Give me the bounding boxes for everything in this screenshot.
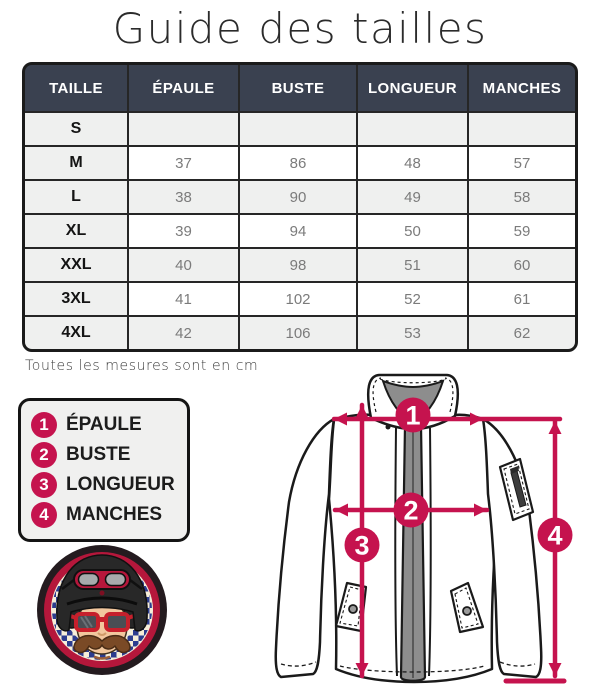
legend-label: MANCHES (66, 504, 163, 525)
measure-cell: 50 (358, 215, 467, 247)
measure-cell: 62 (469, 317, 575, 349)
size-cell: XXL (25, 249, 127, 281)
jacket-diagram: 1 2 3 4 (274, 373, 573, 684)
column-header-longueur: LONGUEUR (358, 65, 467, 111)
column-header-epaule: ÉPAULE (129, 65, 238, 111)
pocket-flaps (334, 581, 485, 634)
mascot-face (62, 597, 142, 660)
size-table: TAILLE ÉPAULE BUSTE LONGUEUR MANCHES S M… (22, 62, 578, 352)
measure-cell: 58 (469, 181, 575, 213)
legend-item-manches: 4 MANCHES (31, 500, 177, 530)
svg-text:1: 1 (405, 401, 420, 431)
svg-text:2: 2 (403, 496, 418, 526)
measure-cell: 94 (240, 215, 356, 247)
size-cell: S (25, 113, 127, 145)
legend-item-longueur: 3 LONGUEUR (31, 470, 177, 500)
measurement-legend: 1 ÉPAULE 2 BUSTE 3 LONGUEUR 4 MANCHES (18, 398, 190, 542)
stitching (280, 661, 536, 673)
measure-cell (469, 113, 575, 145)
size-cell: 4XL (25, 317, 127, 349)
measure-cell: 51 (358, 249, 467, 281)
measure-markers: 1 2 3 4 (344, 397, 573, 563)
measure-cell: 60 (469, 249, 575, 281)
measure-cell: 102 (240, 283, 356, 315)
page-title: Guide des tailles (112, 4, 488, 53)
legend-number-badge: 1 (31, 412, 57, 438)
size-cell: 3XL (25, 283, 127, 315)
measure-cell: 39 (129, 215, 238, 247)
zipper (394, 423, 432, 682)
biker-mascot-logo (37, 545, 167, 675)
size-cell: M (25, 147, 127, 179)
measure-cell: 90 (240, 181, 356, 213)
legend-number-badge: 2 (31, 442, 57, 468)
measure-cell: 52 (358, 283, 467, 315)
legend-number-badge: 3 (31, 472, 57, 498)
measure-cell (240, 113, 356, 145)
measure-cell (129, 113, 238, 145)
measure-cell: 37 (129, 147, 238, 179)
legend-label: LONGUEUR (66, 474, 175, 495)
helmet (56, 554, 148, 632)
measure-cell: 48 (358, 147, 467, 179)
measure-cell: 53 (358, 317, 467, 349)
marker-2 (393, 492, 429, 528)
legend-label: ÉPAULE (66, 414, 142, 435)
legend-label: BUSTE (66, 444, 131, 465)
arrowheads (334, 405, 562, 676)
measure-cell: 86 (240, 147, 356, 179)
size-cell: L (25, 181, 127, 213)
measure-cell: 40 (129, 249, 238, 281)
legend-number-badge: 4 (31, 502, 57, 528)
column-header-manches: MANCHES (469, 65, 575, 111)
size-cell: XL (25, 215, 127, 247)
measure-cell: 49 (358, 181, 467, 213)
measure-cell: 41 (129, 283, 238, 315)
measure-cell: 57 (469, 147, 575, 179)
sleeve-pocket (498, 457, 535, 522)
legend-item-buste: 2 BUSTE (31, 440, 177, 470)
measure-cell: 61 (469, 283, 575, 315)
mustache (73, 634, 131, 654)
measure-cell: 59 (469, 215, 575, 247)
svg-text:3: 3 (354, 531, 369, 561)
measure-cell: 42 (129, 317, 238, 349)
svg-text:4: 4 (547, 521, 562, 551)
marker-4 (537, 517, 573, 553)
marker-3 (344, 527, 380, 563)
marker-1 (395, 397, 431, 433)
measure-cell: 38 (129, 181, 238, 213)
measurements-note: Toutes les mesures sont en cm (25, 358, 259, 374)
column-header-taille: TAILLE (25, 65, 127, 111)
measure-cell: 98 (240, 249, 356, 281)
goggles (61, 569, 143, 596)
column-header-buste: BUSTE (240, 65, 356, 111)
measure-cell: 106 (240, 317, 356, 349)
legend-item-epaule: 1 ÉPAULE (31, 410, 177, 440)
measure-cell (358, 113, 467, 145)
